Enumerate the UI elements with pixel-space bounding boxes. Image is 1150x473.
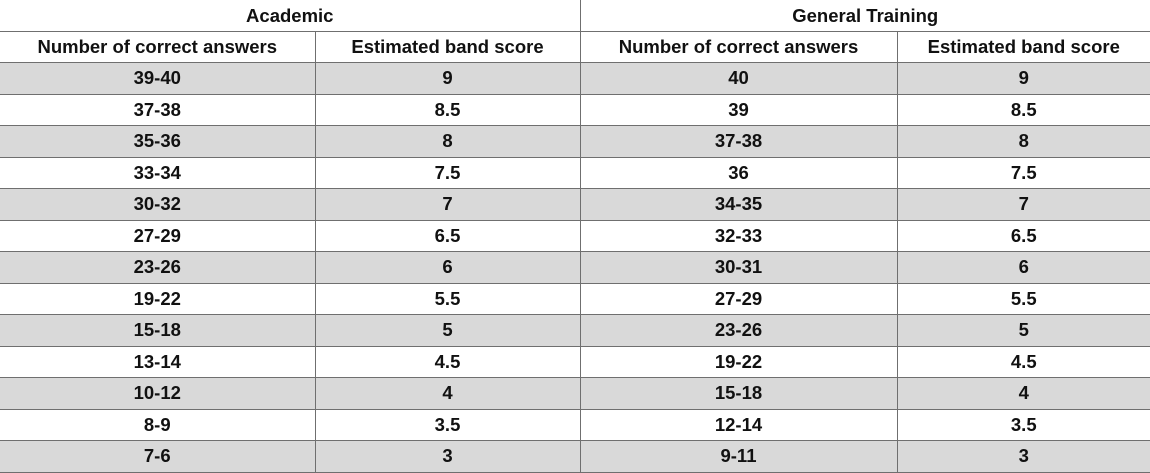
table-cell: 5 [896, 314, 1150, 347]
table-cell: 4 [896, 377, 1150, 410]
table-cell: 8 [896, 125, 1150, 158]
table-cell: 32-33 [579, 219, 898, 252]
table-cell: 7 [896, 188, 1150, 221]
table-cell: 27-29 [579, 282, 898, 315]
table-cell: 8.5 [314, 93, 581, 126]
column-header: Number of correct answers [579, 31, 898, 63]
table-cell: 23-26 [0, 251, 316, 284]
table-cell: 7 [314, 188, 581, 221]
table-cell: 9 [896, 62, 1150, 95]
table-cell: 15-18 [579, 377, 898, 410]
group-header-row: Academic General Training [0, 0, 1150, 32]
table-cell: 23-26 [579, 314, 898, 347]
column-header: Number of correct answers [0, 31, 316, 63]
table-cell: 37-38 [0, 93, 316, 126]
table-cell: 4.5 [896, 345, 1150, 378]
table-cell: 19-22 [579, 345, 898, 378]
table-cell: 3 [314, 440, 581, 473]
column-header: Estimated band score [896, 31, 1150, 63]
table-cell: 9 [314, 62, 581, 95]
table-cell: 3.5 [314, 408, 581, 441]
table-cell: 10-12 [0, 377, 316, 410]
table-cell: 19-22 [0, 282, 316, 315]
table-cell: 4.5 [314, 345, 581, 378]
table-cell: 35-36 [0, 125, 316, 158]
table-row: 10-12 4 15-18 4 [0, 377, 1150, 410]
group-header: Academic [0, 0, 581, 32]
table-cell: 8.5 [896, 93, 1150, 126]
table-cell: 4 [314, 377, 581, 410]
table-row: 33-34 7.5 36 7.5 [0, 156, 1150, 189]
table-cell: 39-40 [0, 62, 316, 95]
column-header: Estimated band score [314, 31, 581, 63]
table-row: 15-18 5 23-26 5 [0, 314, 1150, 347]
column-header-row: Number of correct answers Estimated band … [0, 31, 1150, 63]
table-row: 37-38 8.5 39 8.5 [0, 93, 1150, 126]
table-row: 7-6 3 9-11 3 [0, 440, 1150, 473]
table-row: 8-9 3.5 12-14 3.5 [0, 408, 1150, 441]
table-cell: 6 [896, 251, 1150, 284]
table-cell: 7.5 [896, 156, 1150, 189]
table-cell: 13-14 [0, 345, 316, 378]
table-cell: 5.5 [896, 282, 1150, 315]
table-cell: 39 [579, 93, 898, 126]
table-row: 30-32 7 34-35 7 [0, 188, 1150, 221]
table-cell: 8-9 [0, 408, 316, 441]
table-row: 35-36 8 37-38 8 [0, 125, 1150, 158]
table-cell: 3 [896, 440, 1150, 473]
table-cell: 27-29 [0, 219, 316, 252]
table-cell: 33-34 [0, 156, 316, 189]
table-cell: 9-11 [579, 440, 898, 473]
table-cell: 6.5 [896, 219, 1150, 252]
table-cell: 6.5 [314, 219, 581, 252]
table-cell: 15-18 [0, 314, 316, 347]
table-row: 27-29 6.5 32-33 6.5 [0, 219, 1150, 252]
table-cell: 37-38 [579, 125, 898, 158]
table-cell: 5 [314, 314, 581, 347]
table-row: 13-14 4.5 19-22 4.5 [0, 345, 1150, 378]
table-cell: 7-6 [0, 440, 316, 473]
table-cell: 12-14 [579, 408, 898, 441]
table-cell: 3.5 [896, 408, 1150, 441]
table-row: 19-22 5.5 27-29 5.5 [0, 282, 1150, 315]
table-cell: 8 [314, 125, 581, 158]
table-cell: 30-32 [0, 188, 316, 221]
table-cell: 40 [579, 62, 898, 95]
table-cell: 7.5 [314, 156, 581, 189]
table-cell: 6 [314, 251, 581, 284]
table-cell: 5.5 [314, 282, 581, 315]
table-cell: 36 [579, 156, 898, 189]
group-header: General Training [579, 0, 1150, 32]
table-cell: 30-31 [579, 251, 898, 284]
table-row: 23-26 6 30-31 6 [0, 251, 1150, 284]
table-cell: 34-35 [579, 188, 898, 221]
table-row: 39-40 9 40 9 [0, 62, 1150, 95]
